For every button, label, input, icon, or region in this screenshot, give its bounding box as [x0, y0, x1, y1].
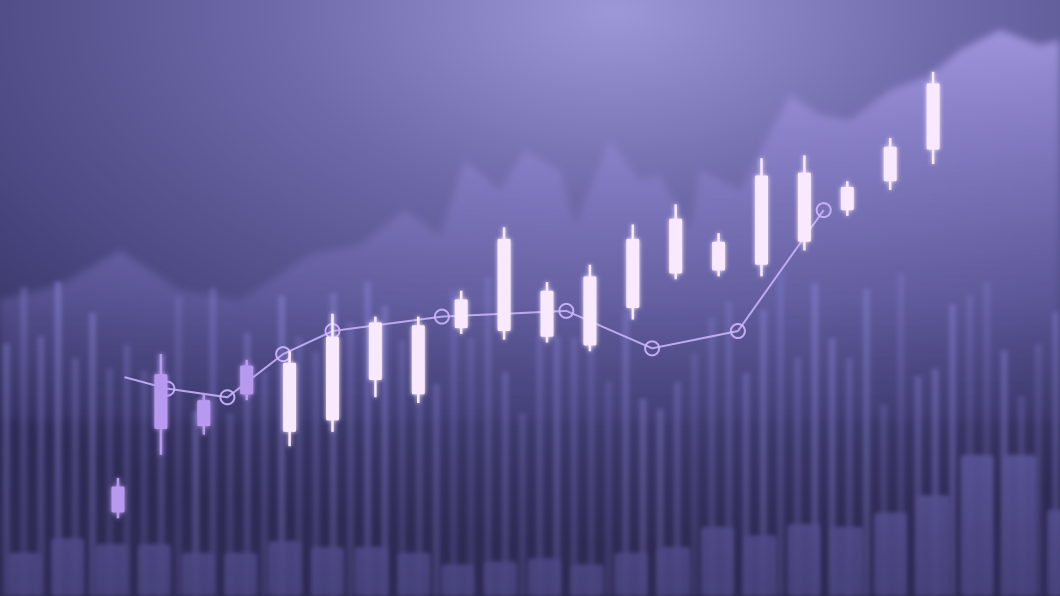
candle-body	[755, 175, 768, 265]
candle-body	[926, 83, 940, 150]
candle	[411, 316, 425, 404]
candle-body	[626, 238, 640, 308]
candle	[240, 359, 254, 401]
candle	[626, 224, 640, 320]
candle	[883, 138, 897, 190]
candle-body	[283, 362, 297, 432]
candle-body	[883, 146, 897, 182]
trend-point	[644, 340, 661, 357]
candle-body	[669, 218, 683, 274]
candle	[197, 394, 211, 435]
candle	[669, 204, 683, 280]
candle	[283, 351, 297, 447]
candle	[111, 477, 125, 519]
bottom-fade	[0, 300, 1060, 596]
candle	[840, 181, 854, 216]
candle	[926, 71, 940, 164]
trend-point	[558, 302, 575, 319]
candle-body	[797, 172, 811, 242]
candle-body	[840, 187, 854, 211]
candle-body	[411, 325, 425, 395]
candle-body	[326, 336, 339, 421]
candle	[797, 155, 811, 251]
candle	[497, 227, 511, 340]
candle	[540, 282, 554, 343]
candle-body	[540, 290, 554, 337]
candle-body	[154, 374, 168, 429]
candle	[454, 290, 468, 334]
candle-body	[197, 400, 211, 427]
trend-point	[433, 308, 450, 325]
candle	[326, 313, 339, 432]
candle-body	[712, 241, 726, 271]
candle	[583, 264, 597, 352]
candle-body	[583, 276, 597, 346]
candles-layer	[111, 71, 940, 519]
candle	[755, 158, 768, 277]
candle-body	[368, 322, 382, 380]
trend-point	[219, 389, 236, 406]
trend-point	[729, 323, 746, 340]
candle	[712, 233, 726, 277]
candle	[154, 354, 168, 455]
trend-line	[124, 209, 825, 399]
candle-body	[111, 486, 125, 513]
candle-body	[454, 299, 468, 329]
candle-body	[497, 238, 511, 332]
candle-body	[240, 365, 254, 395]
candle	[368, 316, 382, 398]
trend-point	[815, 202, 832, 219]
